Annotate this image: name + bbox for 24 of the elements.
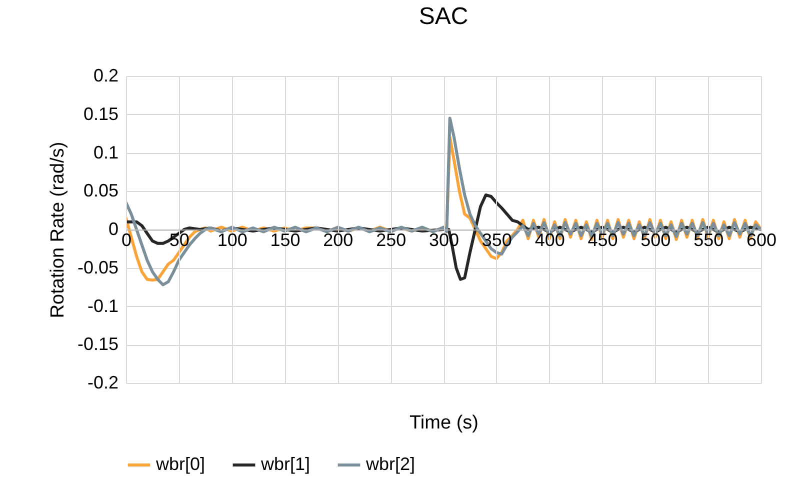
y-tick-label: 0.1 — [93, 142, 118, 162]
x-tick-label: 150 — [270, 230, 300, 250]
y-tick-label: -0.1 — [87, 296, 118, 316]
y-tick-label: -0.15 — [77, 334, 118, 354]
chart-title: SAC — [418, 3, 468, 30]
y-axis-title: Rotation Rate (rad/s) — [47, 142, 68, 318]
y-tick-label: 0.15 — [83, 104, 118, 124]
legend-label: wbr[2] — [365, 454, 416, 474]
x-tick-label: 400 — [534, 230, 565, 250]
legend-label: wbr[1] — [260, 454, 310, 474]
x-tick-label: 250 — [376, 230, 406, 250]
y-tick-label: 0.05 — [83, 180, 118, 201]
x-tick-label: 600 — [746, 230, 777, 250]
x-tick-label: 100 — [217, 230, 248, 250]
x-tick-label: 550 — [694, 230, 724, 250]
x-axis-title: Time (s) — [410, 412, 478, 434]
x-tick-label: 500 — [640, 230, 671, 250]
y-tick-label: 0.2 — [93, 66, 118, 86]
y-tick-label: -0.2 — [87, 372, 118, 392]
x-tick-label: 0 — [121, 230, 132, 250]
x-tick-label: 450 — [588, 230, 618, 250]
x-tick-label: 200 — [323, 230, 354, 250]
legend-label: wbr[0] — [155, 454, 206, 474]
y-tick-label: -0.05 — [77, 257, 118, 278]
